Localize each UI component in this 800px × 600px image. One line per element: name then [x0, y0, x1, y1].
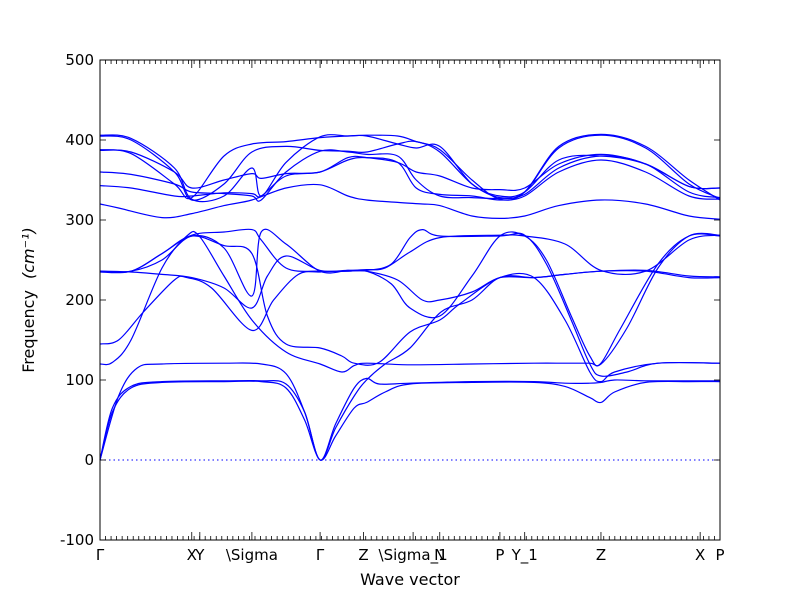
plot-frame [99, 59, 721, 541]
band-line-8 [99, 229, 721, 377]
y-axis-label: Frequency (cm⁻¹) [19, 227, 38, 372]
x-tick-label: X [695, 546, 705, 564]
band-line-12 [99, 149, 721, 202]
y-axis-ticks: -100 0 100 200 300 400 500 [60, 51, 720, 549]
x-axis-ticks: Γ XY \Sigma Γ Z \Sigma_1N P Y_1 Z X P [96, 60, 725, 565]
band-line-14 [99, 134, 721, 200]
x-tick-label: N [434, 546, 445, 564]
y-tick-label: 100 [65, 371, 94, 389]
y-tick-label: 500 [65, 51, 94, 69]
y-axis-label-text: Frequency [19, 290, 38, 373]
band-line-10 [99, 183, 721, 220]
y-tick-label: -100 [60, 531, 94, 549]
band-line-5 [99, 269, 721, 345]
x-tick-label: P [495, 546, 504, 564]
band-line-3 [99, 272, 721, 461]
band-line-15 [99, 134, 721, 201]
band-line-2 [99, 377, 720, 461]
band-line-4 [99, 230, 721, 373]
x-tick-label: Y_1 [511, 546, 538, 565]
band-lines [99, 133, 721, 461]
band-line-1 [99, 380, 721, 461]
band-line-16 [99, 133, 721, 203]
x-tick-label: Γ [316, 546, 325, 564]
x-tick-label: Z [596, 546, 606, 564]
band-line-9 [99, 228, 721, 297]
y-tick-label: 400 [65, 131, 94, 149]
x-tick-label: P [715, 546, 724, 564]
band-line-13 [99, 149, 721, 192]
x-tick-label: Z [358, 546, 368, 564]
x-tick-label: Γ [96, 546, 105, 564]
axes [99, 59, 721, 541]
y-tick-label: 200 [65, 291, 94, 309]
band-line-6 [99, 235, 721, 366]
band-line-11 [99, 156, 721, 201]
band-line-7 [99, 228, 721, 367]
y-axis-label-unit: (cm⁻¹) [19, 227, 38, 279]
y-tick-label: 0 [84, 451, 94, 469]
y-tick-label: 300 [65, 211, 94, 229]
x-tick-label: X [187, 546, 197, 564]
x-tick-label: Y [194, 546, 205, 564]
x-tick-label: \Sigma [226, 546, 278, 564]
x-axis-label: Wave vector [360, 570, 460, 589]
x-tick-label: \Sigma_1 [379, 546, 448, 565]
